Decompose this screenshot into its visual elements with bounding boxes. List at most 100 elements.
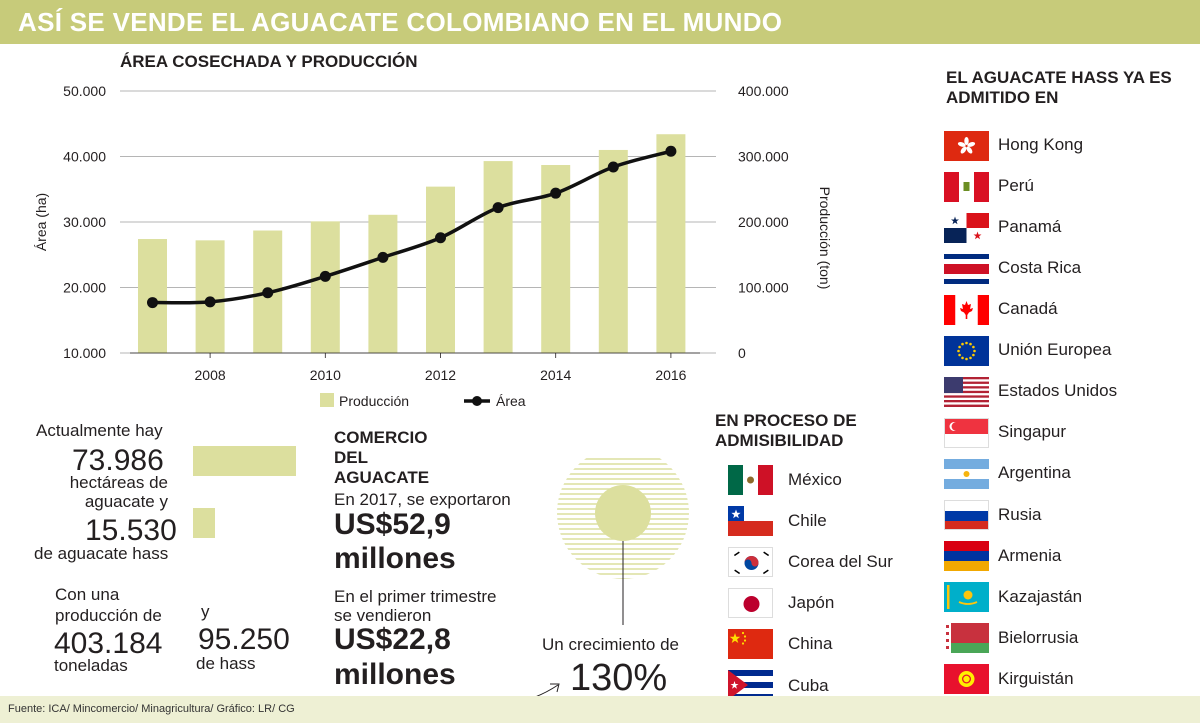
area-point	[147, 297, 158, 309]
x-tick-label: 2016	[655, 367, 686, 383]
area-line	[152, 149, 672, 305]
y-left-tick-label: 50.000	[63, 83, 106, 99]
x-tick-label: 2010	[310, 367, 341, 383]
peru-flag-icon	[944, 172, 989, 202]
main-title: ASÍ SE VENDE EL AGUACATE COLOMBIANO EN E…	[18, 7, 783, 37]
and-label: y	[201, 602, 210, 621]
y-left-tick-label: 30.000	[63, 214, 106, 230]
legend-production-swatch	[320, 393, 334, 407]
admitted-country: Bielorrusia	[998, 628, 1079, 647]
y-right-tick-label: 0	[738, 345, 746, 361]
y-right-tick-label: 200.000	[738, 214, 789, 230]
production-bar	[598, 149, 628, 353]
growth-inner-circle	[595, 485, 651, 541]
y-left-tick-label: 20.000	[63, 280, 106, 296]
area-point	[435, 232, 446, 244]
quarter-amount: US$22,8	[334, 623, 451, 656]
process-heading: EN PROCESO DE ADMISIBILIDAD	[715, 411, 857, 450]
y-left-tick-label: 10.000	[63, 345, 106, 361]
commerce-line1: En 2017, se exportaron	[334, 490, 511, 509]
x-tick-label: 2008	[195, 367, 226, 383]
hectares-label: hectáreas de aguacate y	[69, 473, 168, 511]
title-bar: ASÍ SE VENDE EL AGUACATE COLOMBIANO EN E…	[0, 0, 1200, 44]
area-point	[550, 187, 562, 199]
x-tick-label: 2012	[425, 367, 456, 383]
growth-value: 130%	[570, 657, 668, 699]
area-point	[262, 287, 274, 299]
panama-flag-icon	[944, 213, 989, 243]
production-bar	[310, 221, 340, 353]
quarter-amount-unit: millones	[334, 658, 456, 691]
legend-production-label: Producción	[339, 393, 409, 409]
admitted-country: Singapur	[998, 422, 1067, 441]
process-country: México	[788, 470, 842, 489]
kazakhstan-flag-icon	[944, 582, 989, 612]
commerce-line2a: En el primer trimestre	[334, 587, 497, 606]
hass-hectares-number: 15.530	[85, 514, 177, 547]
growth-arrowhead	[550, 683, 560, 693]
admitted-country: Hong Kong	[998, 135, 1084, 154]
admitted-country: Kirguistán	[998, 669, 1074, 688]
hass-hectares-bar	[193, 508, 215, 538]
x-tick-label: 2014	[540, 367, 571, 383]
y-right-tick-label: 100.000	[738, 280, 789, 296]
admitted-country: Perú	[998, 176, 1034, 195]
admitted-country: Rusia	[998, 505, 1042, 524]
source-note: Fuente: ICA/ Mincomercio/ Minagricultura…	[8, 703, 295, 715]
chart-title: ÁREA COSECHADA Y PRODUCCIÓN	[120, 52, 418, 71]
china-flag-icon	[728, 629, 773, 659]
process-country: China	[788, 634, 833, 653]
area-point	[665, 145, 677, 157]
stats-intro: Actualmente hay	[36, 421, 163, 440]
growth-label: Un crecimiento de	[542, 635, 680, 654]
area-point	[204, 296, 216, 308]
legend-area-label: Área	[496, 393, 526, 409]
process-country: Japón	[788, 593, 835, 612]
costarica-flag-icon	[944, 254, 989, 284]
admitted-country: Estados Unidos	[998, 381, 1118, 400]
y-right-axis-title: Producción (ton)	[817, 187, 833, 290]
production-bar	[138, 239, 167, 353]
area-point	[377, 251, 389, 263]
production-number: 403.184	[54, 627, 163, 660]
y-left-tick-label: 40.000	[63, 149, 106, 165]
legend-area-point	[472, 396, 482, 406]
armenia-flag-icon	[944, 541, 989, 571]
belarus-flag-icon	[944, 623, 989, 653]
production-intro: Con una producción de	[55, 585, 162, 625]
admitted-country: Unión Europea	[998, 340, 1112, 359]
commerce-heading: COMERCIO DEL AGUACATE	[334, 428, 430, 487]
y-right-tick-label: 300.000	[738, 149, 789, 165]
export-amount-unit: millones	[334, 542, 456, 575]
korea-flag-icon	[728, 547, 773, 577]
mexico-flag-icon	[728, 465, 773, 495]
area-point	[607, 161, 619, 173]
process-country: Chile	[788, 511, 827, 530]
canada-flag-icon	[944, 295, 989, 325]
admitted-country: Canadá	[998, 299, 1058, 318]
commerce-line2b: se vendieron	[334, 606, 432, 625]
admitted-country: Costa Rica	[998, 258, 1082, 277]
hectares-number: 73.986	[72, 444, 164, 477]
y-right-tick-label: 400.000	[738, 83, 789, 99]
hectares-bar	[193, 446, 296, 476]
hongkong-flag-icon	[944, 131, 989, 161]
russia-flag-icon	[944, 500, 989, 530]
hass-production-label: de hass	[196, 654, 256, 673]
chile-flag-icon	[728, 506, 773, 536]
process-country: Corea del Sur	[788, 552, 893, 571]
hass-production-number: 95.250	[198, 623, 290, 656]
production-bar	[483, 161, 513, 353]
admitted-country: Argentina	[998, 463, 1071, 482]
kyrgyzstan-flag-icon	[944, 664, 989, 694]
area-point	[492, 202, 504, 214]
hass-hectares-label: de aguacate hass	[34, 544, 169, 563]
eu-flag-icon	[944, 336, 989, 366]
usa-flag-icon	[944, 377, 989, 407]
area-point	[319, 270, 331, 282]
footer-band	[0, 696, 1200, 723]
production-bar	[656, 134, 686, 353]
singapore-flag-icon	[944, 418, 989, 448]
admitted-country: Armenia	[998, 546, 1062, 565]
production-unit: toneladas	[54, 656, 128, 675]
